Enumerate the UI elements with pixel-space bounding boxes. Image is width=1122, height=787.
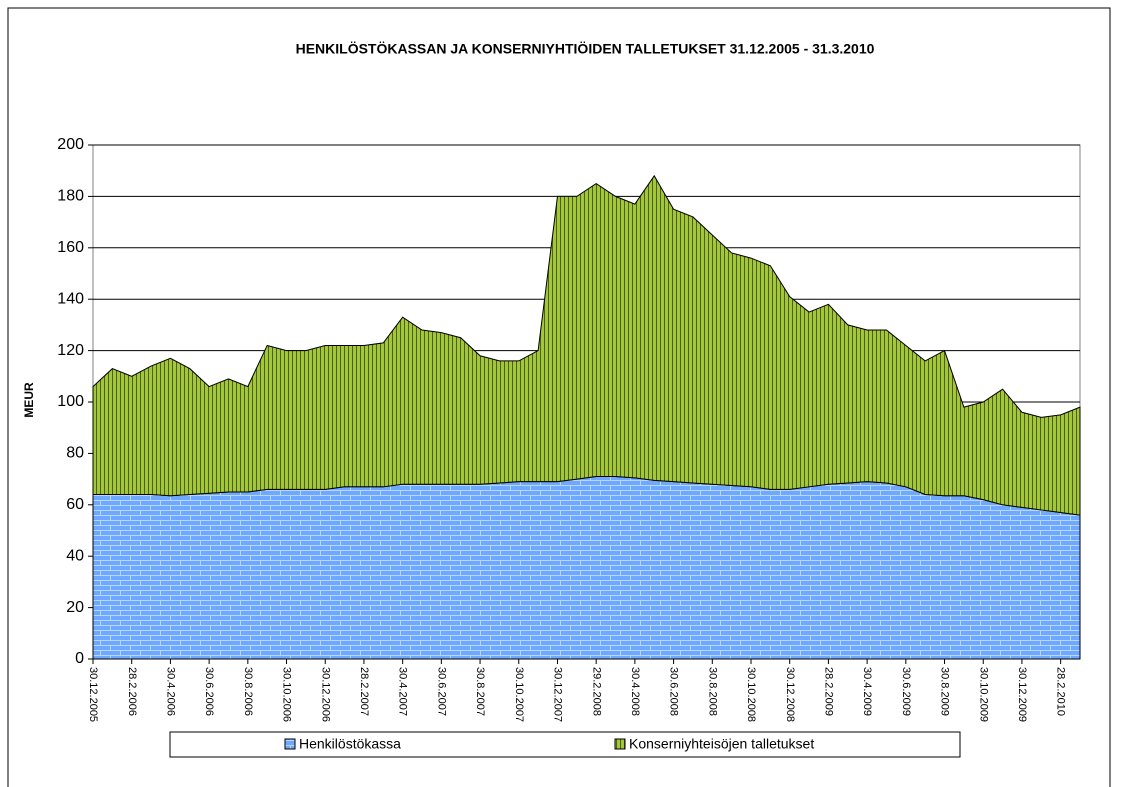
x-tick-label: 29.2.2008	[590, 667, 602, 716]
y-tick-label: 100	[57, 393, 84, 410]
x-tick-label: 30.10.2007	[513, 667, 525, 722]
x-tick-label: 30.6.2007	[435, 667, 447, 716]
x-tick-label: 30.8.2009	[939, 667, 951, 716]
legend-swatch	[284, 738, 296, 750]
x-tick-label: 30.6.2006	[203, 667, 215, 716]
x-tick-label: 30.8.2007	[474, 667, 486, 716]
legend-swatch	[614, 738, 626, 750]
y-tick-label: 60	[66, 496, 84, 513]
y-tick-label: 160	[57, 239, 84, 256]
x-tick-label: 30.12.2009	[1016, 667, 1028, 722]
y-tick-label: 140	[57, 290, 84, 307]
y-tick-label: 0	[75, 650, 84, 667]
x-tick-label: 28.2.2006	[126, 667, 138, 716]
x-tick-label: 30.6.2008	[668, 667, 680, 716]
chart-title: HENKILÖSTÖKASSAN JA KONSERNIYHTIÖIDEN TA…	[296, 41, 875, 57]
y-tick-label: 40	[66, 547, 84, 564]
x-tick-label: 30.10.2009	[977, 667, 989, 722]
x-tick-label: 30.12.2007	[552, 667, 564, 722]
y-tick-label: 180	[57, 188, 84, 205]
area	[92, 476, 1081, 660]
area	[92, 174, 1081, 516]
x-tick-label: 30.8.2006	[242, 667, 254, 716]
x-tick-label: 30.10.2008	[745, 667, 757, 722]
y-tick-label: 20	[66, 599, 84, 616]
x-tick-label: 30.4.2007	[397, 667, 409, 716]
y-tick-label: 80	[66, 445, 84, 462]
x-tick-label: 28.2.2010	[1055, 667, 1067, 716]
x-tick-label: 30.10.2006	[281, 667, 293, 722]
x-tick-label: 30.4.2009	[861, 667, 873, 716]
x-tick-label: 30.6.2009	[900, 667, 912, 716]
x-tick-label: 28.2.2009	[823, 667, 835, 716]
legend-label: Henkilöstökassa	[299, 736, 401, 752]
x-tick-label: 30.4.2008	[629, 667, 641, 716]
y-tick-label: 120	[57, 342, 84, 359]
legend	[169, 731, 961, 758]
legend-label: Konserniyhteisöjen talletukset	[629, 736, 814, 752]
x-tick-label: 30.12.2006	[319, 667, 331, 722]
y-tick-label: 200	[57, 136, 84, 153]
chart-border	[7, 7, 1111, 787]
x-tick-label: 30.12.2008	[784, 667, 796, 722]
x-tick-label: 28.2.2007	[358, 667, 370, 716]
x-tick-label: 30.4.2006	[165, 667, 177, 716]
y-axis-label: MEUR	[22, 382, 36, 418]
x-tick-label: 30.12.2005	[87, 667, 99, 722]
x-tick-label: 30.8.2008	[706, 667, 718, 716]
